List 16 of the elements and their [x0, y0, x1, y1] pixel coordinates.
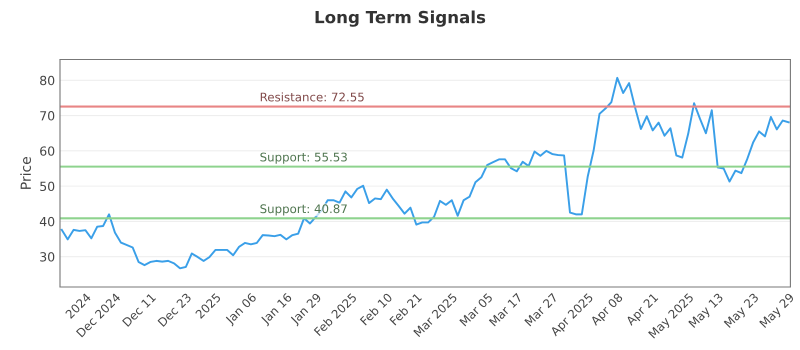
- chart-title: Long Term Signals: [316, 10, 486, 27]
- x-tick-label: Mar 27: [524, 292, 558, 327]
- ref-line-label: Support: 40.87: [260, 204, 347, 216]
- x-tick-label: Jan 06: [224, 292, 258, 326]
- x-tick-label: Dec 11: [122, 292, 156, 327]
- ref-line-label: Support: 55.53: [260, 152, 347, 164]
- y-tick-label: 80: [40, 76, 54, 86]
- y-tick-label: 70: [40, 111, 54, 121]
- y-tick-label: 30: [40, 252, 54, 262]
- x-tick-label: Dec 23: [157, 292, 192, 327]
- y-tick-label: 50: [40, 182, 54, 192]
- y-tick-label: 60: [40, 146, 54, 156]
- ref-line-label: Resistance: 72.55: [260, 92, 364, 102]
- y-axis-title: Price: [20, 157, 31, 189]
- line-series: [60, 76, 790, 270]
- y-tick-label: 40: [40, 216, 54, 226]
